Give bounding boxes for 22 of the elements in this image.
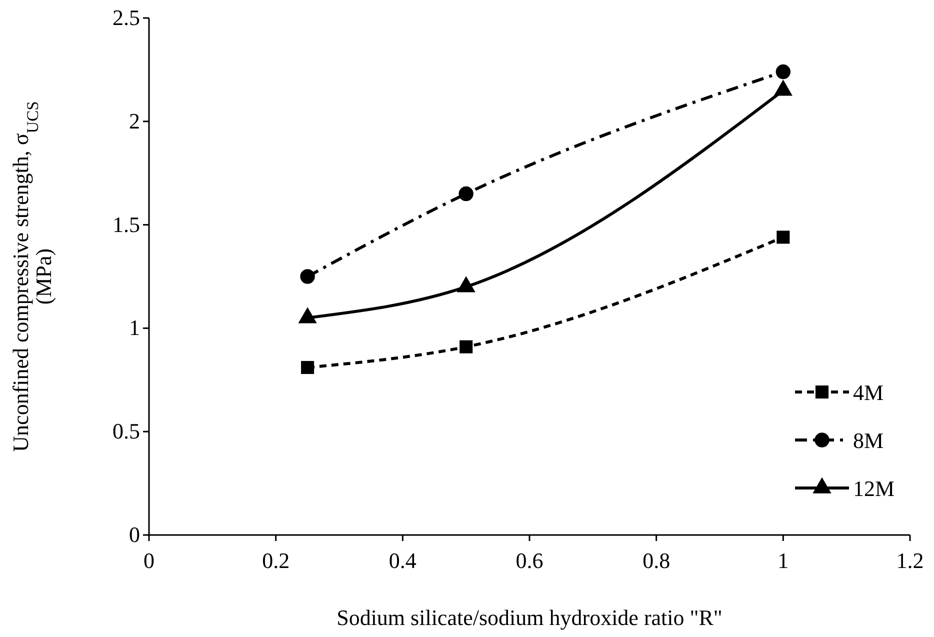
y-tick-label: 0.5 [112,418,140,444]
x-tick-label: 0.2 [262,548,290,574]
point [300,269,315,284]
x-tick-label: 0.8 [642,548,670,574]
x-tick-label: 1.2 [896,548,924,574]
legend-label: 12M [853,476,895,501]
point [301,360,314,374]
x-tick-label: 0.4 [388,548,416,574]
y-tick-label: 1 [129,315,140,340]
point [776,230,790,244]
x-axis-title: Sodium silicate/sodium hydroxide ratio "R" [336,605,722,630]
legend-label: 8M [853,428,884,453]
legend-label: 4M [853,380,884,405]
y-tick-label: 1.5 [112,212,140,237]
x-tick-label: 0.6 [516,548,544,574]
point [776,64,791,80]
point [460,340,473,354]
y-tick-label: 2 [129,108,140,134]
y-tick-label: 2.5 [112,5,140,30]
y-tick-label: 0 [129,522,140,548]
x-tick-label: 1 [778,548,789,574]
point [458,186,474,202]
